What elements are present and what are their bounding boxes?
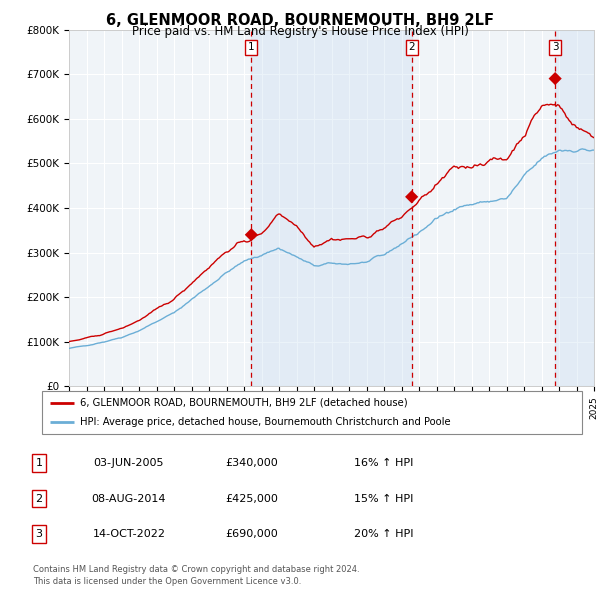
Text: 1: 1 bbox=[248, 42, 254, 53]
Text: 6, GLENMOOR ROAD, BOURNEMOUTH, BH9 2LF: 6, GLENMOOR ROAD, BOURNEMOUTH, BH9 2LF bbox=[106, 13, 494, 28]
Text: 1: 1 bbox=[35, 458, 43, 468]
Text: 15% ↑ HPI: 15% ↑ HPI bbox=[355, 494, 413, 503]
Text: 2: 2 bbox=[35, 494, 43, 503]
Point bbox=[550, 74, 560, 83]
Bar bbox=[555, 30, 594, 386]
Text: 2: 2 bbox=[409, 42, 415, 53]
Text: £690,000: £690,000 bbox=[226, 529, 278, 539]
Text: This data is licensed under the Open Government Licence v3.0.: This data is licensed under the Open Gov… bbox=[33, 577, 301, 586]
FancyBboxPatch shape bbox=[42, 391, 582, 434]
Text: £340,000: £340,000 bbox=[226, 458, 278, 468]
Text: HPI: Average price, detached house, Bournemouth Christchurch and Poole: HPI: Average price, detached house, Bour… bbox=[80, 417, 451, 427]
Text: 6, GLENMOOR ROAD, BOURNEMOUTH, BH9 2LF (detached house): 6, GLENMOOR ROAD, BOURNEMOUTH, BH9 2LF (… bbox=[80, 398, 407, 408]
Text: Contains HM Land Registry data © Crown copyright and database right 2024.: Contains HM Land Registry data © Crown c… bbox=[33, 565, 359, 574]
Text: Price paid vs. HM Land Registry's House Price Index (HPI): Price paid vs. HM Land Registry's House … bbox=[131, 25, 469, 38]
Text: 14-OCT-2022: 14-OCT-2022 bbox=[92, 529, 166, 539]
Text: £425,000: £425,000 bbox=[226, 494, 278, 503]
Point bbox=[247, 230, 256, 240]
Text: 16% ↑ HPI: 16% ↑ HPI bbox=[355, 458, 413, 468]
Bar bbox=[251, 30, 412, 386]
Text: 03-JUN-2005: 03-JUN-2005 bbox=[94, 458, 164, 468]
Text: 3: 3 bbox=[35, 529, 43, 539]
Point bbox=[407, 192, 416, 202]
Text: 08-AUG-2014: 08-AUG-2014 bbox=[92, 494, 166, 503]
Text: 20% ↑ HPI: 20% ↑ HPI bbox=[354, 529, 414, 539]
Text: 3: 3 bbox=[552, 42, 559, 53]
